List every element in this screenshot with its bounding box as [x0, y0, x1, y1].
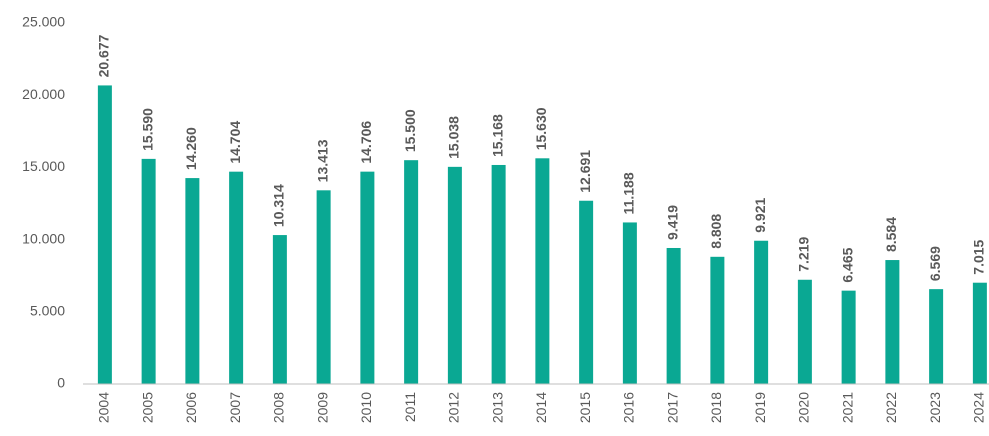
- value-label: 8.584: [883, 217, 899, 252]
- value-label: 13.413: [314, 139, 330, 182]
- bar: [710, 256, 725, 384]
- x-tick-label: 2017: [664, 392, 680, 423]
- value-label: 15.038: [446, 116, 462, 159]
- value-label: 8.808: [708, 214, 724, 249]
- value-label: 14.704: [227, 121, 243, 164]
- value-label: 14.260: [183, 127, 199, 170]
- x-tick-label: 2009: [314, 392, 330, 423]
- bar: [97, 85, 112, 384]
- x-tick-label: 2016: [621, 392, 637, 423]
- value-label: 10.314: [271, 184, 287, 227]
- bar: [404, 160, 419, 384]
- x-tick-label: 2010: [358, 392, 374, 423]
- bar: [579, 200, 594, 384]
- y-tick-label: 15.000: [22, 158, 65, 174]
- value-label: 6.465: [839, 247, 855, 282]
- x-tick-label: 2006: [183, 392, 199, 423]
- value-label: 20.677: [96, 34, 112, 77]
- x-tick-label: 2024: [971, 392, 987, 423]
- x-tick-label: 2020: [796, 392, 812, 423]
- bar: [754, 240, 769, 384]
- x-tick-label: 2011: [402, 392, 418, 422]
- value-label: 6.569: [927, 246, 943, 281]
- bar: [229, 171, 244, 384]
- bar: [929, 289, 944, 384]
- x-tick-label: 2015: [577, 392, 593, 423]
- bar: [841, 290, 856, 384]
- x-tick-label: 2013: [489, 392, 505, 423]
- bar: [141, 158, 156, 384]
- x-tick-label: 2018: [708, 392, 724, 423]
- bar: [447, 166, 462, 384]
- bar: [360, 171, 375, 384]
- bar: [535, 158, 550, 384]
- value-label: 11.188: [621, 172, 637, 214]
- y-tick-label: 10.000: [22, 230, 65, 246]
- value-label: 15.168: [489, 114, 505, 157]
- bar: [797, 279, 812, 384]
- x-tick-label: 2014: [533, 392, 549, 423]
- x-tick-label: 2008: [271, 392, 287, 423]
- value-label: 7.219: [796, 237, 812, 272]
- bar: [185, 178, 200, 384]
- x-tick-label: 2005: [139, 392, 155, 423]
- x-tick-label: 2019: [752, 392, 768, 423]
- bar: [272, 235, 287, 384]
- x-tick-label: 2023: [927, 392, 943, 423]
- value-label: 15.500: [402, 109, 418, 152]
- bar: [666, 247, 681, 384]
- y-tick-label: 5.000: [30, 303, 65, 319]
- x-tick-label: 2004: [96, 392, 112, 423]
- bar: [972, 282, 987, 384]
- value-label: 7.015: [971, 239, 987, 274]
- value-label: 9.419: [664, 205, 680, 240]
- y-tick-label: 20.000: [22, 86, 65, 102]
- x-tick-label: 2012: [446, 392, 462, 423]
- x-tick-label: 2007: [227, 392, 243, 423]
- value-label: 9.921: [752, 197, 768, 232]
- y-tick-label: 25.000: [22, 14, 65, 30]
- bar: [622, 222, 637, 384]
- bar: [316, 190, 331, 384]
- value-label: 12.691: [577, 150, 593, 193]
- value-label: 14.706: [358, 121, 374, 164]
- bar: [491, 164, 506, 384]
- x-tick-label: 2021: [839, 392, 855, 423]
- value-label: 15.630: [533, 107, 549, 150]
- x-tick-label: 2022: [883, 392, 899, 423]
- value-label: 15.590: [139, 108, 155, 151]
- y-tick-label: 0: [57, 375, 65, 391]
- bar: [885, 260, 900, 384]
